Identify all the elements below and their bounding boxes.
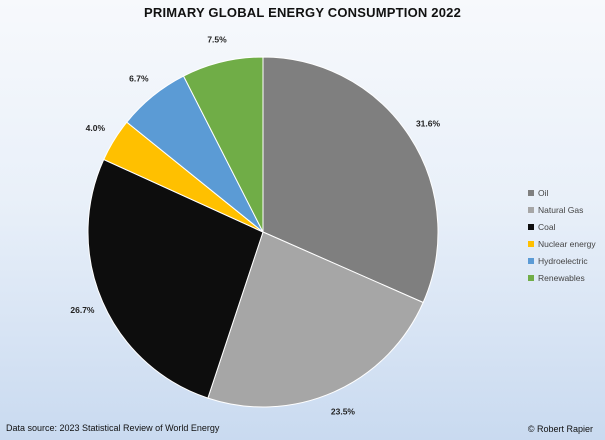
data-label-natural-gas: 23.5% [331, 406, 356, 416]
legend: Oil Natural Gas Coal Nuclear energy Hydroele… [528, 184, 596, 286]
legend-swatch-coal [528, 223, 534, 230]
legend-swatch-natural-gas [528, 206, 534, 213]
legend-swatch-oil [528, 189, 534, 196]
legend-swatch-renewables [528, 274, 534, 281]
legend-item-nuclear-energy: Nuclear energy [528, 235, 596, 252]
data-label-coal: 26.7% [70, 305, 95, 315]
legend-item-coal: Coal [528, 218, 596, 235]
legend-label-nuclear-energy: Nuclear energy [538, 238, 596, 249]
legend-label-oil: Oil [538, 187, 549, 198]
legend-label-hydroelectric: Hydroelectric [538, 255, 588, 266]
data-source-note: Data source: 2023 Statistical Review of … [6, 423, 220, 433]
pie-slice-natural-gas [207, 231, 424, 408]
legend-item-renewables: Renewables [528, 269, 596, 286]
legend-item-oil: Oil [528, 184, 596, 201]
legend-label-renewables: Renewables [538, 272, 585, 283]
data-label-hydroelectric: 6.7% [129, 73, 149, 83]
legend-swatch-hydroelectric [528, 257, 534, 264]
legend-label-natural-gas: Natural Gas [538, 204, 584, 215]
copyright-note: © Robert Rapier [527, 424, 593, 434]
pie-slice-renewables [182, 56, 264, 233]
legend-item-hydroelectric: Hydroelectric [528, 252, 596, 269]
pie-slice-coal [87, 158, 264, 399]
legend-label-coal: Coal [538, 221, 556, 232]
data-label-oil: 31.6% [416, 119, 441, 129]
pie-slice-oil [262, 56, 439, 304]
legend-swatch-nuclear-energy [528, 240, 534, 247]
chart-title: PRIMARY GLOBAL ENERGY CONSUMPTION 2022 [143, 5, 461, 20]
legend-item-natural-gas: Natural Gas [528, 201, 596, 218]
data-label-renewables: 7.5% [207, 35, 227, 45]
data-label-nuclear-energy: 4.0% [86, 123, 106, 133]
